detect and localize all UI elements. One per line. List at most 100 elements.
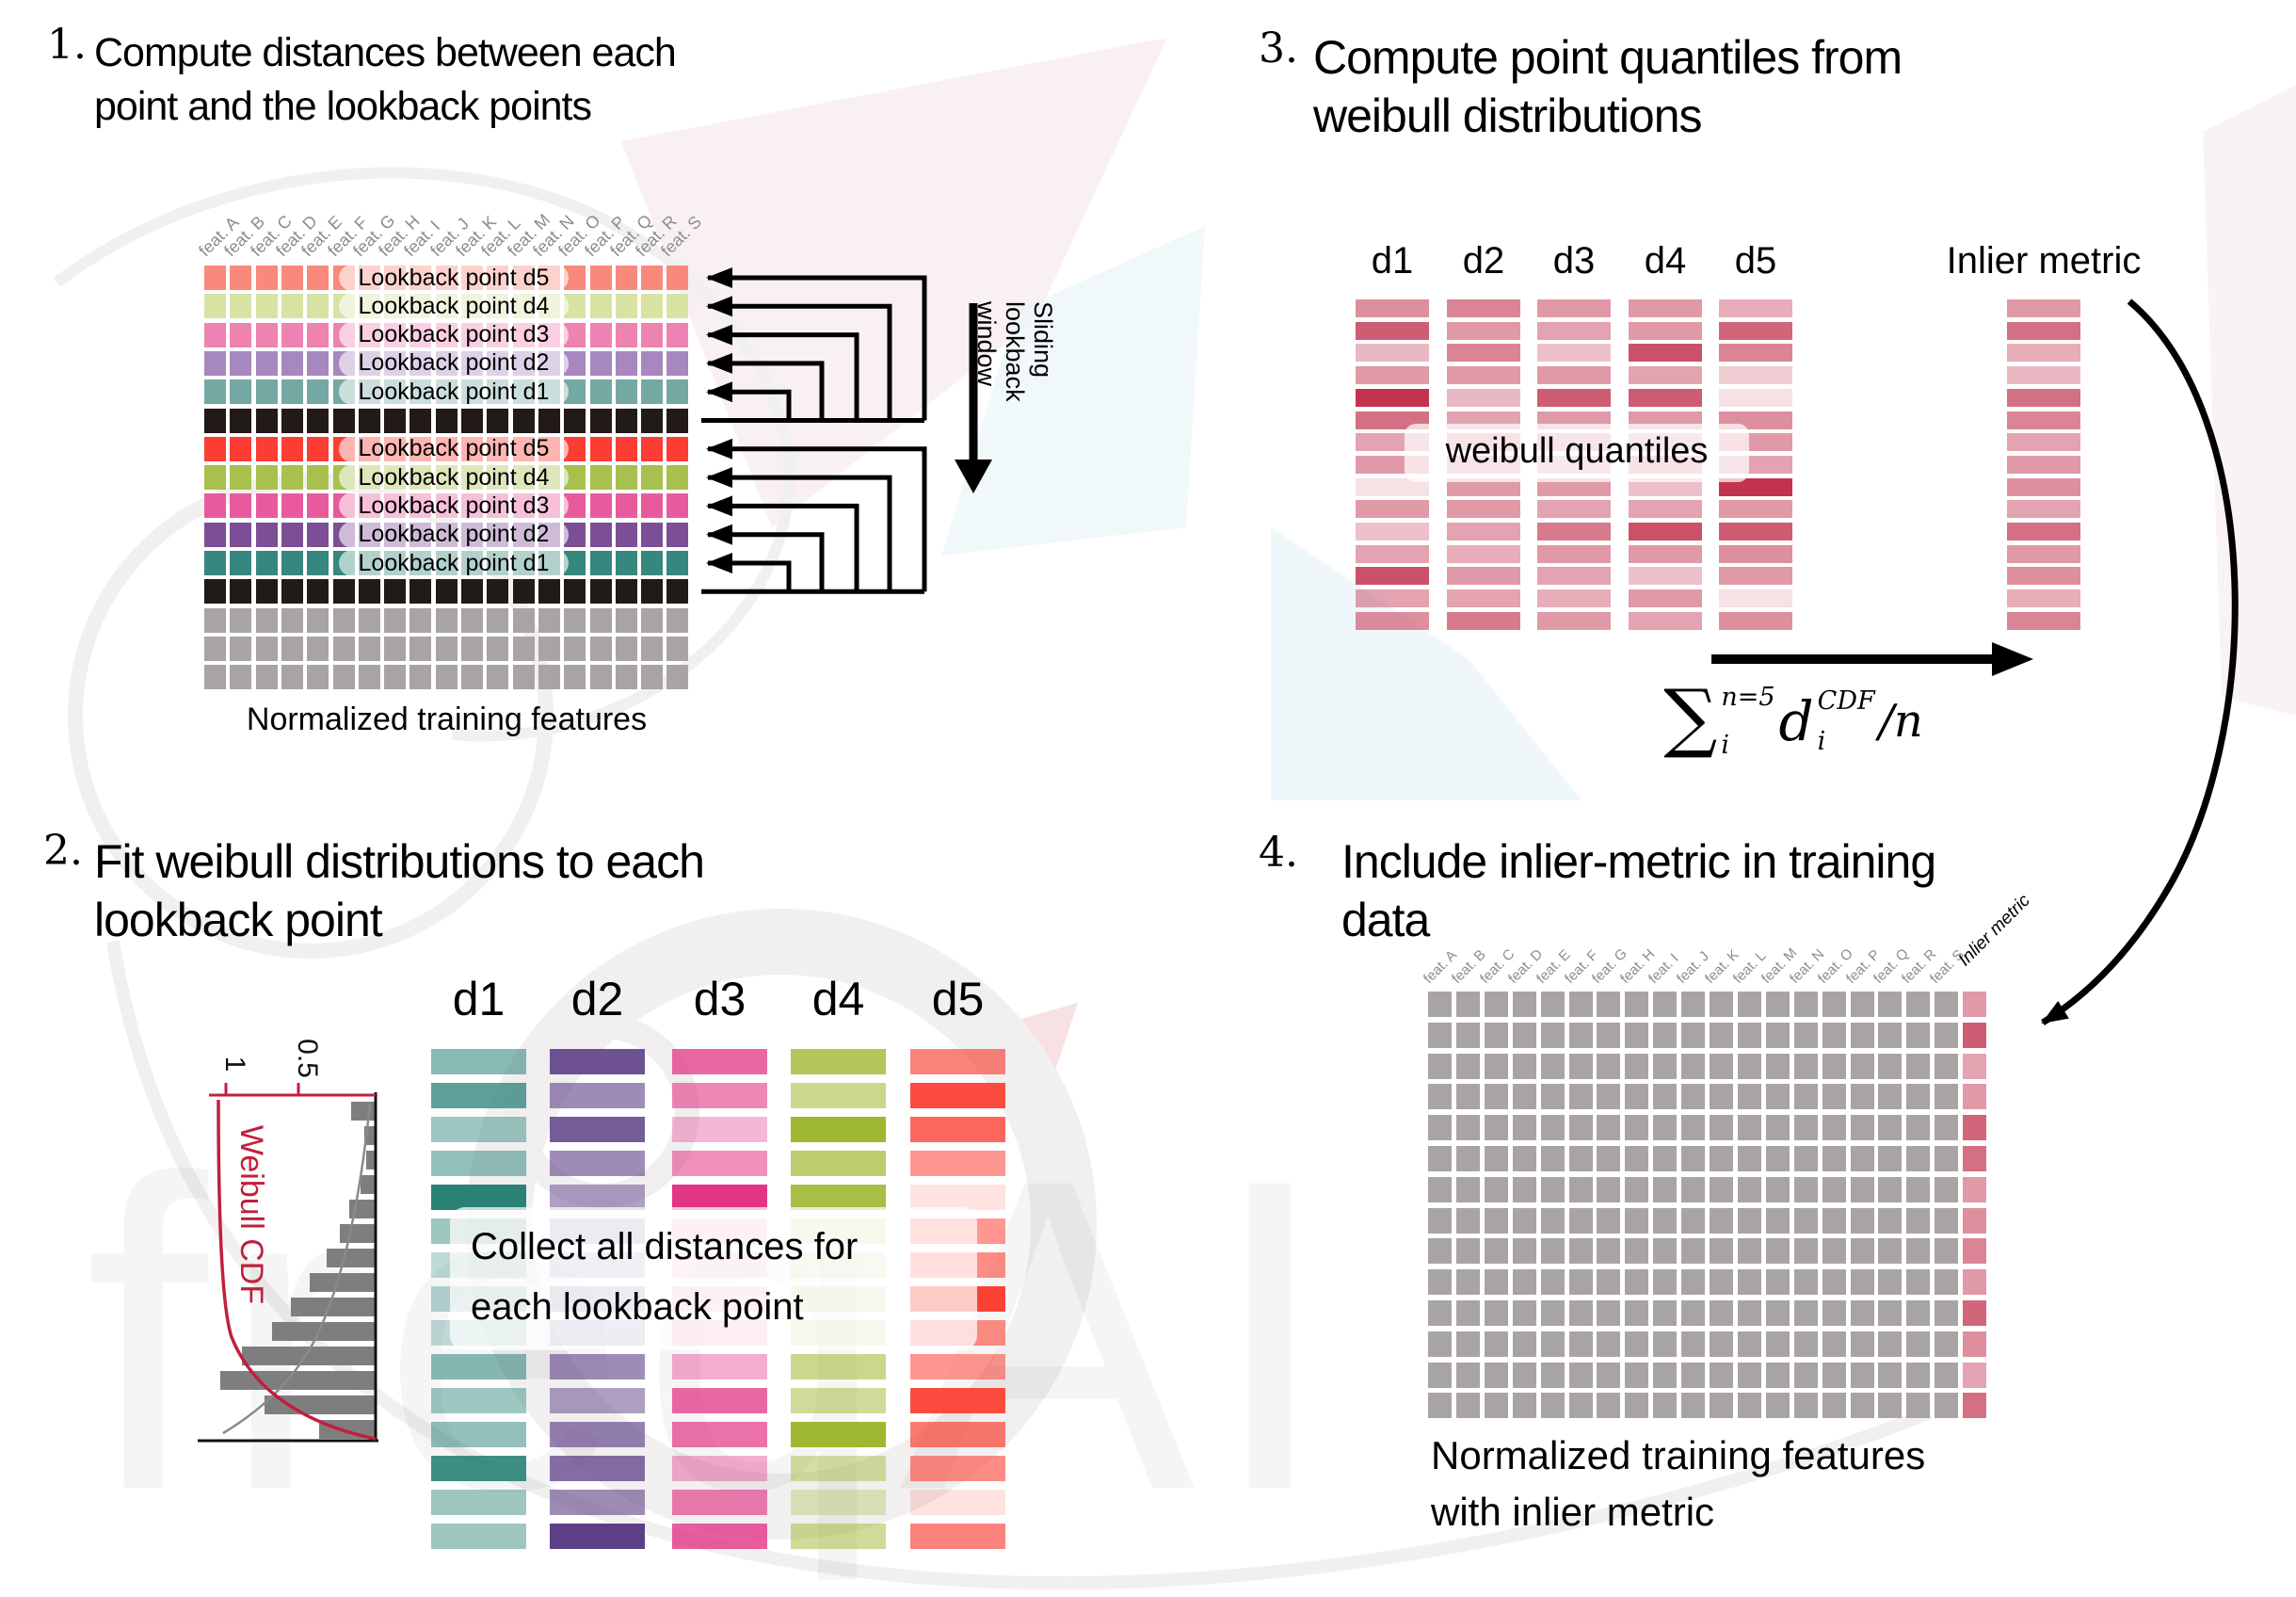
p4-cell [1850, 1115, 1874, 1141]
p1-cell [307, 607, 329, 633]
p4-cell [1484, 992, 1508, 1017]
p1-cell [641, 408, 664, 433]
p4-cell [1653, 1362, 1678, 1388]
p1-title-line2: point and the lookback points [94, 84, 592, 129]
p1-cell [307, 408, 329, 433]
p4-cell [1935, 1362, 1959, 1388]
p4-cell [1597, 1331, 1621, 1357]
weibull-tick-label-05: 0.5 [292, 1039, 323, 1078]
p4-cell [1710, 1300, 1733, 1326]
p4-cell [1455, 1084, 1480, 1110]
p4-cell [1935, 1269, 1959, 1296]
p3-quantile-cell [1537, 611, 1611, 630]
p1-cell [230, 379, 252, 405]
p1-cell [332, 607, 355, 633]
p4-cell [1850, 1084, 1874, 1110]
p4-cell [1765, 992, 1790, 1017]
p4-cell [1793, 1300, 1818, 1326]
p3-number: 3. [1259, 24, 1298, 73]
p3-inlier-cell [2007, 477, 2080, 496]
p3-d-label: d2 [1462, 240, 1505, 282]
p4-cell [1878, 1238, 1903, 1265]
p4-cell [1625, 992, 1649, 1017]
p4-cell [1681, 1207, 1706, 1234]
p4-cell [1765, 1207, 1790, 1234]
p4-cell [1850, 1053, 1874, 1079]
p1-cell [384, 665, 407, 690]
p1-cell [281, 522, 303, 547]
p3-quantile-cell [1447, 567, 1520, 586]
p1-cell [307, 266, 329, 290]
p4-cell [1681, 1084, 1706, 1110]
p4-cell [1822, 1269, 1846, 1296]
p4-cell [1793, 1393, 1818, 1419]
p1-cell [615, 493, 637, 519]
p4-cell [1428, 1115, 1452, 1141]
p4-cell [1512, 1269, 1536, 1296]
p1-cell [204, 522, 226, 547]
p2-distance-cell [791, 1151, 886, 1176]
p2-distance-cell [550, 1490, 645, 1515]
p3-quantile-cell [1356, 500, 1429, 519]
p2-distance-cell [672, 1117, 767, 1142]
p4-cell [1906, 1022, 1931, 1048]
p4-cell [1653, 1393, 1678, 1419]
p1-cell [204, 551, 226, 575]
p1-cell [564, 579, 586, 605]
p1-cell [204, 408, 226, 433]
p4-cell [1878, 1393, 1903, 1419]
p4-cell [1653, 1176, 1678, 1202]
p4-cell [1878, 1176, 1903, 1202]
p3-quantile-cell [1447, 523, 1520, 540]
p3-quantile-cell [1447, 544, 1520, 563]
p4-cell [1906, 1115, 1931, 1141]
p1-cell [307, 322, 329, 347]
p1-cell [230, 408, 252, 433]
p1-cell [230, 294, 252, 319]
p4-cell [1822, 1053, 1846, 1079]
p1-cell [332, 579, 355, 605]
p1-cell [332, 408, 355, 433]
p4-cell [1935, 1300, 1959, 1326]
p4-cell [1625, 1115, 1649, 1141]
p1-cell [204, 350, 226, 376]
p4-cell [1484, 1331, 1508, 1357]
p3-quantile-cell [1356, 321, 1429, 340]
p4-cell [1597, 1176, 1621, 1202]
p1-cell [204, 436, 226, 461]
p1-cell [538, 408, 560, 433]
p3-quantile-cell [1719, 388, 1792, 407]
p4-cell [1710, 992, 1733, 1017]
p4-cell [1597, 1269, 1621, 1296]
p1-cell [512, 665, 535, 690]
p1-cell [255, 607, 278, 633]
p4-cell [1455, 1207, 1480, 1234]
p1-cell [512, 607, 535, 633]
p4-cell [1428, 1300, 1452, 1326]
p4-cell [1878, 1300, 1903, 1326]
p4-cell [1822, 992, 1846, 1017]
weibull-bar [340, 1224, 376, 1243]
p2-d-label: d3 [693, 973, 747, 1025]
p3-quantile-cell [1537, 589, 1611, 608]
p1-sliding-line3: window [972, 301, 1001, 387]
p1-cell [615, 436, 637, 461]
p1-cell [538, 665, 560, 690]
p4-cell [1625, 1238, 1649, 1265]
p3-quantile-cell [1719, 299, 1792, 317]
p4-cell [1935, 1331, 1959, 1357]
p1-sliding-line2: lookback [1001, 301, 1029, 402]
p1-cell [487, 636, 509, 661]
p4-cell [1540, 1022, 1565, 1048]
p4-cell [1793, 1115, 1818, 1141]
p4-caption-line1: Normalized training features [1431, 1433, 1926, 1477]
weibull-bar [291, 1298, 376, 1316]
p1-cell [487, 408, 509, 433]
p4-cell [1568, 1176, 1593, 1202]
p4-cell [1878, 1207, 1903, 1234]
p3-quantile-cell [1537, 544, 1611, 563]
p4-cell [1793, 1022, 1818, 1048]
p3-d-label: d4 [1644, 240, 1687, 282]
p4-cell [1935, 1176, 1959, 1202]
p1-cell [230, 465, 252, 491]
